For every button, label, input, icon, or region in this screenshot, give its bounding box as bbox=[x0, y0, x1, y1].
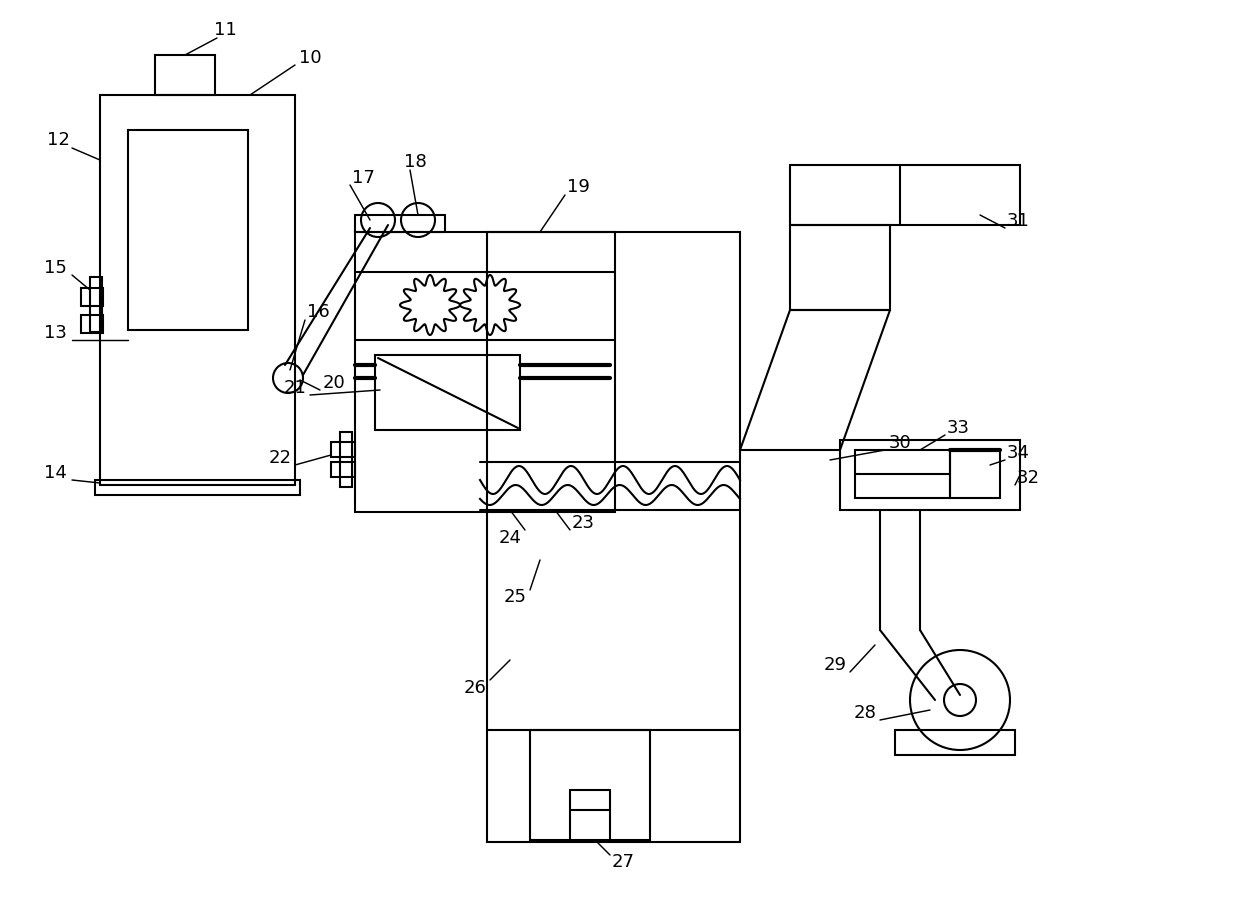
Text: 34: 34 bbox=[1007, 444, 1029, 462]
Bar bbox=[155, 55, 215, 95]
Bar bbox=[355, 232, 615, 512]
Bar bbox=[839, 440, 1021, 510]
Bar bbox=[340, 432, 352, 487]
Text: 16: 16 bbox=[306, 303, 330, 321]
Text: 30: 30 bbox=[889, 434, 911, 452]
Text: 32: 32 bbox=[1017, 469, 1039, 487]
Text: 12: 12 bbox=[47, 131, 69, 149]
Text: 25: 25 bbox=[503, 588, 527, 606]
Text: 24: 24 bbox=[498, 529, 522, 547]
Text: 14: 14 bbox=[43, 464, 67, 482]
Text: 26: 26 bbox=[464, 679, 486, 697]
Text: 20: 20 bbox=[322, 374, 346, 392]
Text: 10: 10 bbox=[299, 49, 321, 67]
Text: 22: 22 bbox=[269, 449, 291, 467]
Bar bbox=[895, 730, 1016, 755]
Bar bbox=[529, 730, 650, 840]
Bar bbox=[95, 480, 300, 495]
Text: 33: 33 bbox=[946, 419, 970, 437]
Text: 27: 27 bbox=[611, 853, 635, 871]
Bar bbox=[91, 277, 102, 332]
Bar bbox=[487, 232, 740, 842]
Bar bbox=[790, 165, 1021, 225]
Text: 23: 23 bbox=[572, 514, 594, 532]
Bar bbox=[331, 462, 355, 477]
Text: 21: 21 bbox=[284, 379, 306, 397]
Bar bbox=[81, 288, 103, 306]
Bar bbox=[81, 315, 103, 333]
Bar bbox=[790, 225, 890, 310]
Text: 13: 13 bbox=[43, 324, 67, 342]
Bar bbox=[100, 95, 295, 485]
Text: 17: 17 bbox=[352, 169, 374, 187]
Text: 19: 19 bbox=[567, 178, 589, 196]
Text: 31: 31 bbox=[1007, 212, 1029, 230]
Text: 29: 29 bbox=[823, 656, 847, 674]
Bar bbox=[374, 355, 520, 430]
Text: 28: 28 bbox=[853, 704, 877, 722]
Text: 15: 15 bbox=[43, 259, 67, 277]
Bar bbox=[128, 130, 248, 330]
Bar bbox=[856, 450, 950, 498]
Text: 11: 11 bbox=[213, 21, 237, 39]
Bar bbox=[950, 450, 999, 498]
Text: 18: 18 bbox=[404, 153, 427, 171]
Bar bbox=[331, 442, 355, 457]
